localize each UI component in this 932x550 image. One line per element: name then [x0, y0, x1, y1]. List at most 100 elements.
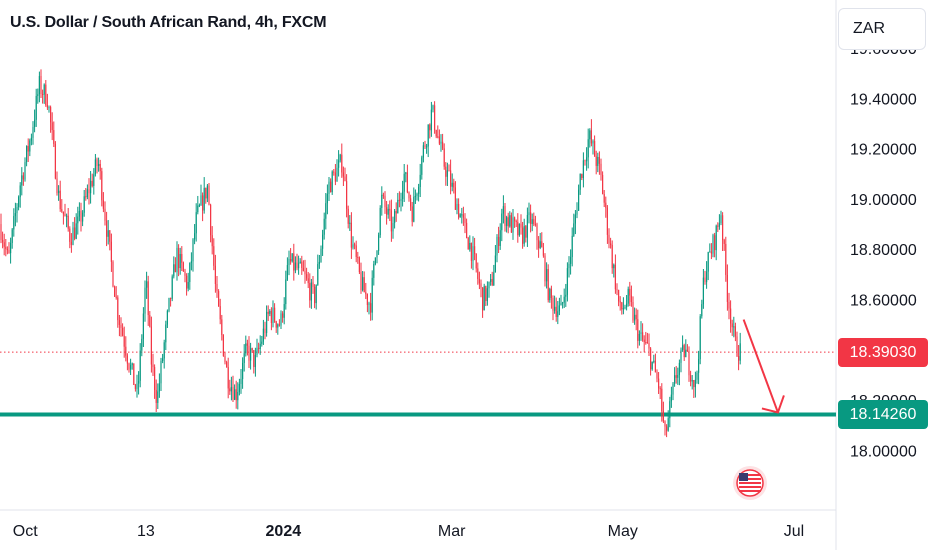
candle-body — [589, 130, 591, 140]
candle-body — [509, 215, 511, 227]
candle-body — [168, 297, 170, 311]
candle-body — [573, 223, 575, 236]
candle-body — [139, 350, 141, 381]
candle-body — [309, 283, 311, 301]
candle-body — [547, 269, 549, 301]
candle-body — [405, 172, 407, 174]
candle-body — [725, 243, 727, 275]
candle-body — [10, 242, 12, 254]
candle-body — [461, 214, 463, 216]
candle-body — [464, 217, 466, 223]
candle-body — [306, 274, 308, 279]
candle-body — [395, 211, 397, 214]
us-flag-icon[interactable] — [733, 466, 767, 500]
candle-body — [736, 336, 738, 357]
candle-body — [342, 172, 344, 177]
candle-body — [581, 174, 583, 178]
candle-body — [206, 185, 208, 199]
candle-body — [707, 252, 709, 272]
candle-body — [382, 194, 384, 196]
candle-body — [13, 216, 15, 230]
candle-body — [50, 107, 52, 123]
currency-label: ZAR — [853, 20, 885, 37]
candle-body — [448, 170, 450, 172]
candle-body — [238, 383, 240, 393]
candle-body — [640, 332, 642, 334]
candle-body — [365, 292, 367, 295]
candle-body — [378, 235, 380, 251]
candle-body — [587, 139, 589, 158]
candle-body — [267, 311, 269, 314]
candle-body — [690, 375, 692, 382]
candle-body — [733, 326, 735, 328]
candle-body — [290, 259, 292, 262]
candle-body — [446, 170, 448, 177]
candle-body — [597, 156, 599, 166]
candle-body — [107, 230, 109, 237]
candle-body — [229, 388, 231, 392]
candle-body — [296, 262, 298, 269]
candle-body — [456, 203, 458, 210]
candle-body — [163, 342, 165, 359]
candle-body — [637, 319, 639, 341]
candle-body — [419, 174, 421, 188]
candle-body — [211, 235, 213, 247]
candle-body — [598, 156, 600, 164]
candle-body — [184, 271, 186, 276]
candle-body — [549, 288, 551, 301]
candle-body — [6, 249, 8, 251]
candle-body — [213, 246, 215, 266]
candle-body — [520, 223, 522, 228]
y-tick-label: 19.20000 — [850, 142, 917, 159]
candle-body — [298, 263, 300, 269]
candle-body — [101, 171, 103, 201]
candle-body — [477, 268, 479, 279]
candle-body — [722, 215, 724, 241]
candle-body — [56, 178, 58, 194]
candle-body — [686, 349, 688, 352]
candle-body — [723, 240, 725, 244]
candle-body — [522, 227, 524, 244]
currency-button[interactable]: ZAR — [838, 8, 926, 50]
candle-body — [283, 304, 285, 318]
candle-body — [683, 345, 685, 358]
candle-body — [80, 210, 82, 222]
candle-body — [51, 122, 53, 131]
candle-body — [330, 181, 332, 193]
candle-body — [149, 315, 151, 327]
projection-arrow — [742, 319, 785, 414]
candle-body — [562, 302, 564, 304]
candle-body — [62, 211, 64, 215]
candle-body — [632, 302, 634, 321]
candle-body — [568, 263, 570, 269]
candle-body — [371, 277, 373, 313]
candle-body — [560, 303, 562, 306]
candle-body — [227, 367, 229, 389]
time-axis[interactable]: Oct 13 2024 Mar May Jul — [13, 523, 804, 540]
candle-body — [696, 372, 698, 380]
candle-body — [358, 257, 360, 273]
candle-body — [605, 202, 607, 208]
candle-body — [443, 148, 445, 167]
candle-body — [426, 146, 428, 148]
candle-body — [235, 389, 237, 401]
candle-body — [717, 225, 719, 227]
candle-body — [410, 198, 412, 207]
price-levels — [0, 351, 836, 417]
candle-body — [214, 265, 216, 285]
candle-body — [118, 320, 120, 325]
candle-body — [621, 302, 623, 310]
candle-body — [438, 136, 440, 144]
candle-body — [669, 401, 671, 419]
candle-body — [208, 185, 210, 205]
x-tick-label: Jul — [784, 523, 804, 540]
candle-body — [301, 261, 303, 268]
candle-body — [304, 270, 306, 275]
candle-body — [728, 301, 730, 309]
candle-body — [144, 287, 146, 314]
price-axis[interactable]: 19.6000019.4000019.2000019.0000018.80000… — [850, 41, 917, 460]
candle-body — [542, 247, 544, 256]
candle-body — [194, 233, 196, 240]
candle-body — [285, 279, 287, 305]
